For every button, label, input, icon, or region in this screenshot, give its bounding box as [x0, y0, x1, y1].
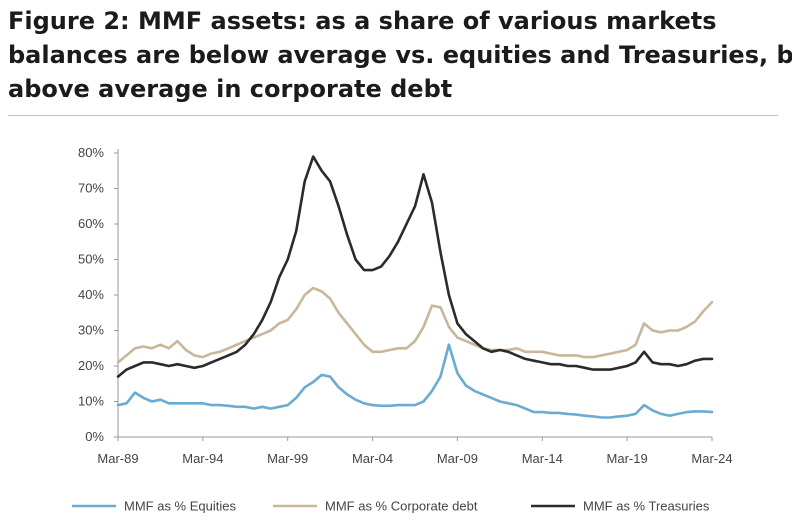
y-tick-label: 40%	[78, 287, 104, 302]
y-tick-label: 70%	[78, 181, 104, 196]
y-tick-label: 0%	[85, 429, 104, 444]
chart-axes: 0% 10% 20% 30% 40% 50% 60% 70% 80% Mar-89 Mar-94 Ma…	[78, 145, 733, 466]
y-tick-label: 80%	[78, 145, 104, 160]
legend-label-equities: MMF as % Equities	[124, 499, 236, 514]
title-line-1: Figure 2: MMF assets: as a share of vari…	[8, 7, 717, 35]
x-tick-label: Mar-04	[352, 451, 393, 466]
series-line-treasuries	[116, 155, 714, 378]
chart-series	[116, 155, 714, 419]
x-tick-label: Mar-14	[522, 451, 563, 466]
series-line-equities	[116, 343, 714, 419]
x-tick-label: Mar-99	[267, 451, 308, 466]
legend-label-corporate: MMF as % Corporate debt	[325, 499, 478, 514]
chart-title: Figure 2: MMF assets: as a share of vari…	[8, 4, 792, 106]
title-line-3: above average in corporate debt	[8, 75, 453, 103]
y-tick-label: 50%	[78, 252, 104, 267]
title-line-2: balances are below average vs. equities …	[8, 41, 792, 69]
x-tick-label: Mar-94	[182, 451, 223, 466]
x-tick-label: Mar-24	[691, 451, 732, 466]
y-tick-label: 20%	[78, 358, 104, 373]
x-tick-label: Mar-89	[97, 451, 138, 466]
title-divider	[8, 115, 778, 116]
chart-legend: MMF as % Equities MMF as % Corporate debt…	[72, 499, 710, 514]
y-tick-label: 60%	[78, 216, 104, 231]
x-tick-label: Mar-19	[607, 451, 648, 466]
series-line-corporate	[116, 286, 714, 364]
x-tick-label: Mar-09	[437, 451, 478, 466]
legend-label-treasuries: MMF as % Treasuries	[583, 499, 710, 514]
y-tick-label: 10%	[78, 394, 104, 409]
y-tick-label: 30%	[78, 323, 104, 338]
